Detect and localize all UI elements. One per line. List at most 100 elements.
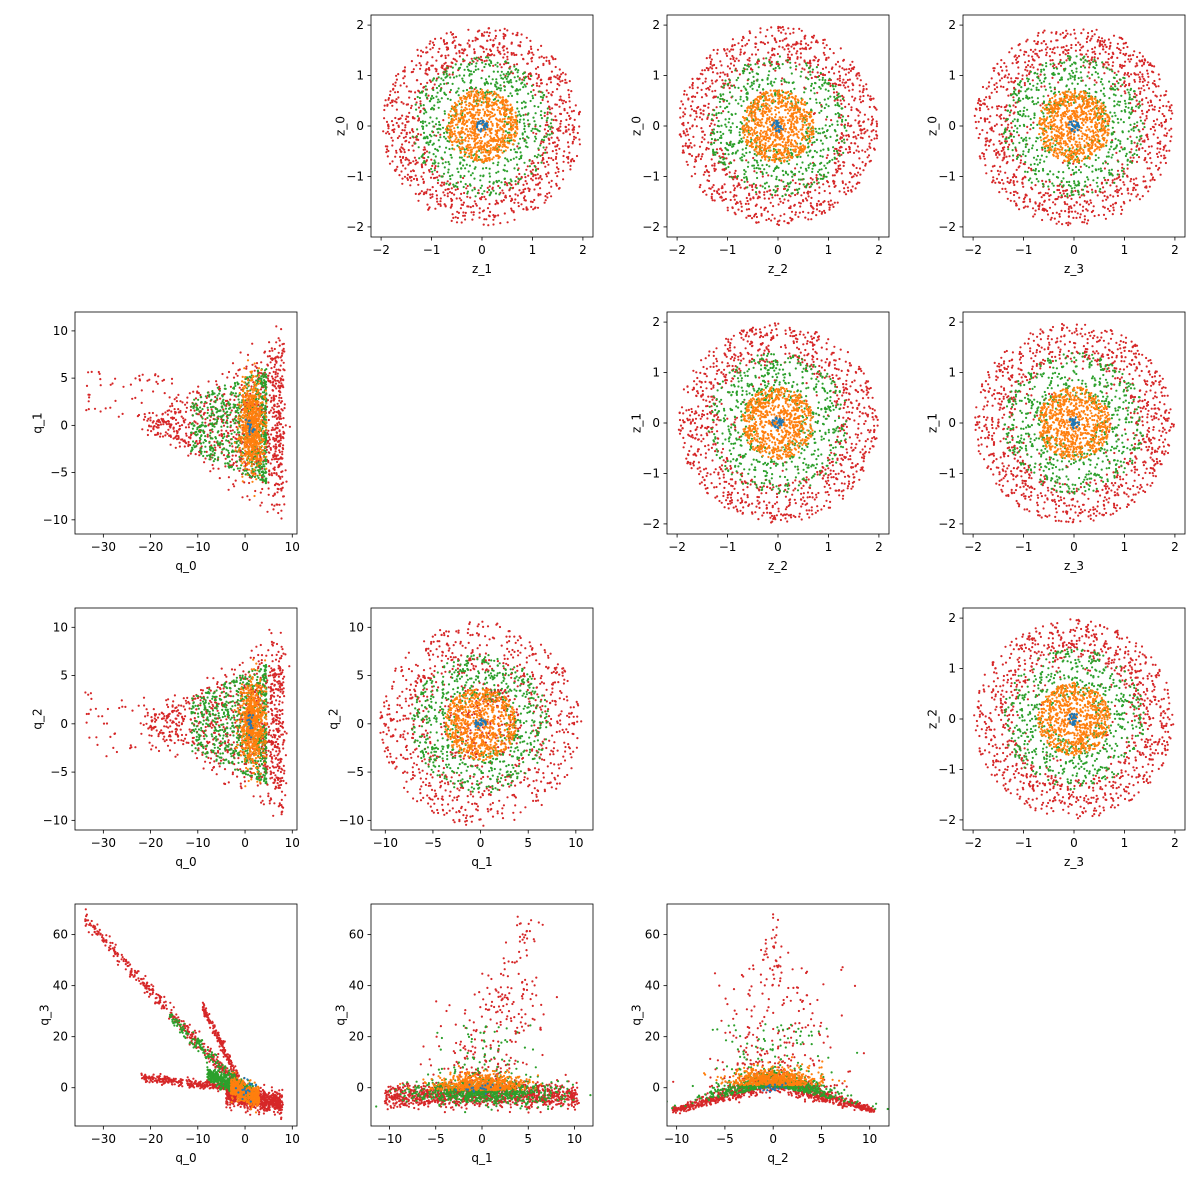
scatter-point [709, 62, 712, 66]
scatter-point [442, 40, 446, 43]
scatter-point [457, 170, 460, 174]
scatter-point [426, 73, 429, 76]
scatter-point [475, 89, 479, 92]
scatter-point [776, 223, 779, 226]
scatter-point [467, 205, 470, 208]
scatter-point [799, 56, 802, 59]
scatter-point [459, 162, 462, 165]
scatter-point [802, 178, 805, 181]
scatter-point [513, 53, 516, 57]
scatter-point [502, 124, 505, 128]
scatter-point [448, 137, 451, 140]
scatter-point [779, 26, 783, 29]
scatter-point [503, 111, 506, 114]
scatter-point [561, 102, 565, 105]
scatter-point [839, 47, 842, 50]
scatter-point [472, 90, 475, 93]
scatter-point [472, 213, 475, 216]
scatter-point [754, 53, 758, 56]
scatter-point [717, 111, 720, 115]
scatter-point [757, 48, 760, 51]
scatter-point [428, 151, 431, 154]
scatter-point [444, 205, 447, 208]
scatter-point [719, 141, 723, 144]
scatter-point [813, 149, 817, 153]
scatter-point [464, 106, 467, 109]
scatter-point [471, 218, 474, 221]
scatter-point [488, 188, 491, 192]
scatter-point [772, 67, 775, 71]
scatter-point [481, 95, 484, 98]
scatter-point [460, 156, 463, 159]
scatter-point [790, 45, 793, 48]
scatter-point [730, 113, 733, 116]
scatter-point [506, 29, 509, 32]
scatter-point [395, 149, 398, 152]
scatter-point [487, 34, 490, 38]
scatter-point [534, 67, 538, 70]
scatter-point [510, 136, 513, 139]
scatter-point [569, 168, 572, 171]
scatter-point [387, 98, 390, 101]
scatter-point [700, 127, 703, 130]
scatter-point [734, 169, 737, 172]
scatter-point [404, 118, 407, 121]
scatter-point [509, 186, 512, 189]
scatter-point [807, 111, 810, 114]
scatter-point [682, 124, 685, 127]
scatter-point [748, 59, 751, 62]
scatter-point [510, 41, 513, 44]
scatter-point [828, 185, 831, 188]
scatter-point [438, 174, 441, 177]
scatter-point [763, 42, 767, 46]
scatter-point [851, 67, 854, 70]
scatter-point [571, 124, 574, 127]
scatter-point [777, 223, 781, 227]
scatter-point [488, 144, 491, 148]
scatter-point [844, 183, 847, 186]
scatter-point [744, 109, 747, 112]
scatter-point [523, 125, 526, 128]
scatter-point [436, 170, 439, 173]
scatter-point [995, 114, 999, 117]
scatter-point [833, 95, 836, 98]
scatter-point [452, 183, 455, 186]
scatter-point [806, 130, 810, 133]
scatter-points [678, 25, 879, 227]
scatter-point [807, 166, 810, 169]
scatter-point [764, 35, 768, 38]
scatter-point [794, 105, 797, 108]
scatter-point [1137, 87, 1140, 90]
scatter-point [414, 192, 417, 195]
scatter-point [799, 75, 802, 78]
scatter-point [402, 155, 405, 159]
scatter-point [844, 193, 848, 196]
scatter-point [480, 140, 484, 143]
scatter-point [679, 116, 682, 119]
scatter-point [860, 129, 863, 132]
scatter-point [687, 98, 690, 101]
scatter-point [464, 167, 467, 170]
scatter-point [771, 49, 774, 52]
scatter-point [455, 136, 458, 139]
scatter-point [518, 172, 521, 176]
scatter-point [431, 41, 435, 44]
scatter-point [719, 156, 722, 160]
scatter-point [446, 66, 449, 69]
scatter-point [728, 102, 731, 105]
scatter-point [531, 51, 534, 54]
scatter-point [479, 55, 483, 59]
scatter-point [475, 100, 478, 103]
scatter-point [499, 113, 503, 116]
scatter-point [472, 108, 475, 111]
scatter-point [447, 168, 450, 171]
scatter-point [503, 27, 506, 30]
scatter-point [871, 118, 875, 121]
scatter-point [509, 158, 512, 161]
scatter-point [835, 157, 838, 160]
scatter-point [703, 138, 706, 141]
scatter-point [520, 53, 523, 56]
scatter-point [728, 50, 731, 53]
scatter-point [742, 100, 745, 103]
scatter-point [855, 107, 858, 111]
